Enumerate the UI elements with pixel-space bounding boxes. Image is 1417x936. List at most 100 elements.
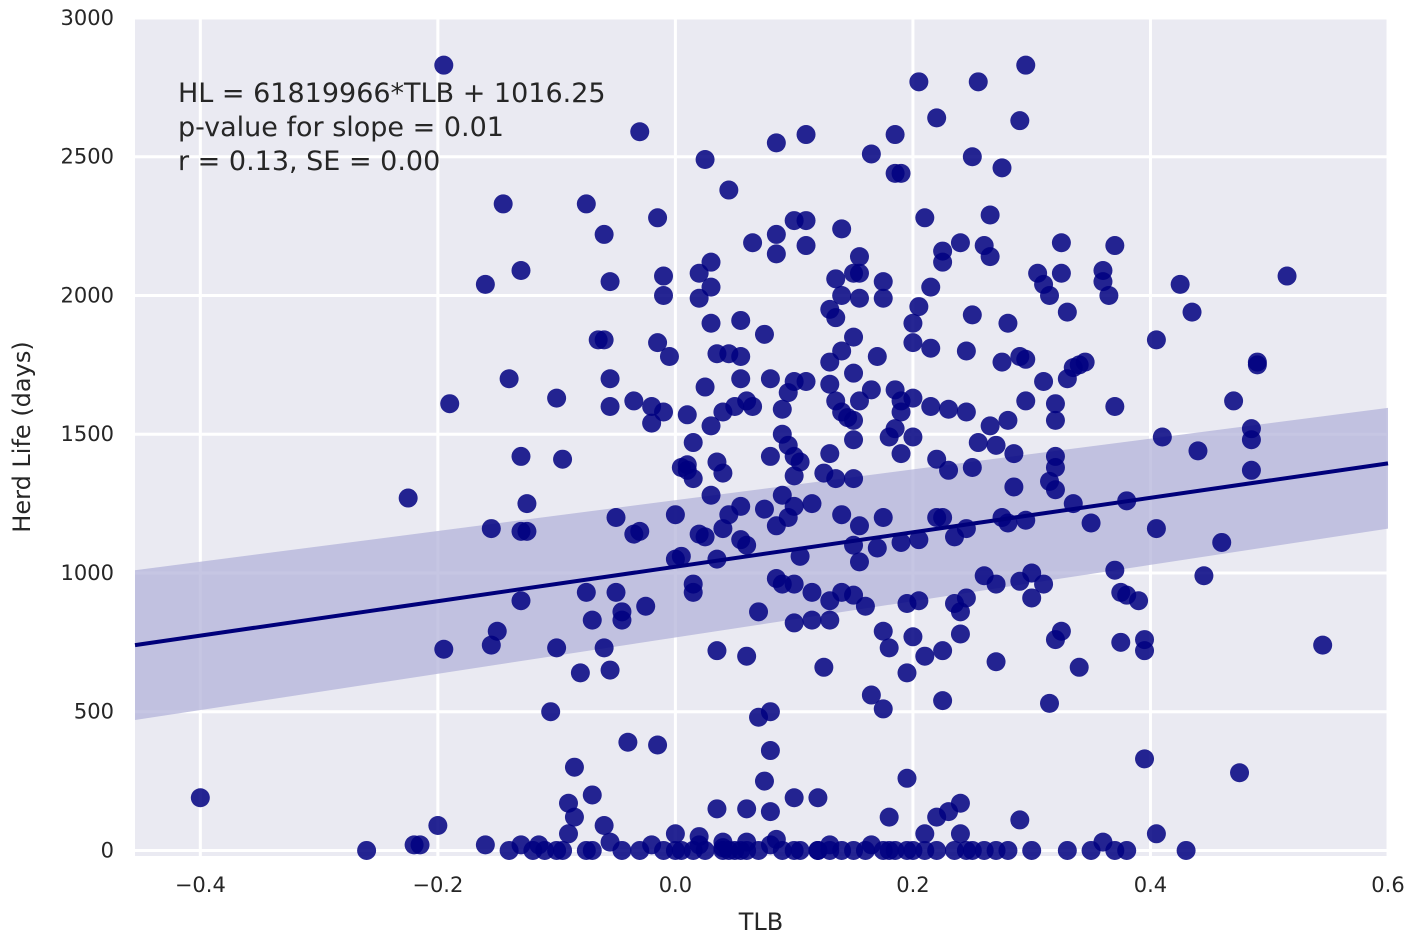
data-point xyxy=(939,399,959,419)
data-point xyxy=(1057,840,1077,860)
data-point xyxy=(796,125,816,145)
data-point xyxy=(654,266,674,286)
data-point xyxy=(1129,591,1149,611)
data-point xyxy=(998,410,1018,430)
data-point xyxy=(873,699,893,719)
data-point xyxy=(749,840,769,860)
data-point xyxy=(731,369,751,389)
data-point xyxy=(873,507,893,527)
data-point xyxy=(1241,430,1261,450)
data-point xyxy=(1057,302,1077,322)
data-point xyxy=(541,702,561,722)
data-point xyxy=(600,369,620,389)
data-point xyxy=(1022,563,1042,583)
data-point xyxy=(654,402,674,422)
data-point xyxy=(820,835,840,855)
data-point xyxy=(849,516,869,536)
data-point xyxy=(933,691,953,711)
data-point xyxy=(1277,266,1297,286)
data-point xyxy=(517,494,537,514)
data-point xyxy=(915,824,935,844)
data-point xyxy=(1016,391,1036,411)
data-point xyxy=(612,840,632,860)
data-point xyxy=(600,272,620,292)
data-point xyxy=(1040,285,1060,305)
data-point xyxy=(849,391,869,411)
data-point xyxy=(1075,352,1095,372)
data-point xyxy=(398,488,418,508)
data-point xyxy=(1224,391,1244,411)
data-point xyxy=(683,469,703,489)
data-point xyxy=(844,327,864,347)
data-point xyxy=(564,807,584,827)
data-point xyxy=(980,416,1000,436)
data-point xyxy=(707,799,727,819)
data-point xyxy=(737,646,757,666)
regression-annotation: HL = 61819966*TLB + 1016.25 p-value for … xyxy=(178,78,606,177)
data-point xyxy=(428,815,448,835)
data-point xyxy=(915,646,935,666)
data-point xyxy=(885,125,905,145)
data-point xyxy=(861,380,881,400)
data-point xyxy=(511,446,531,466)
data-point xyxy=(1045,480,1065,500)
data-point xyxy=(968,433,988,453)
data-point xyxy=(939,460,959,480)
data-point xyxy=(600,396,620,416)
data-point xyxy=(832,341,852,361)
data-point xyxy=(962,147,982,167)
data-point xyxy=(1004,477,1024,497)
data-point xyxy=(1194,566,1214,586)
data-point xyxy=(879,638,899,658)
data-point xyxy=(909,72,929,92)
data-point xyxy=(909,530,929,550)
data-point xyxy=(511,591,531,611)
data-point xyxy=(1016,55,1036,75)
data-point xyxy=(689,263,709,283)
data-point xyxy=(654,285,674,305)
data-point xyxy=(1051,263,1071,283)
data-point xyxy=(772,840,792,860)
data-point xyxy=(665,824,685,844)
data-point xyxy=(956,402,976,422)
data-point xyxy=(933,641,953,661)
data-point xyxy=(600,660,620,680)
data-point xyxy=(826,269,846,289)
data-point xyxy=(1010,810,1030,830)
data-point xyxy=(784,788,804,808)
data-point xyxy=(511,261,531,281)
data-point xyxy=(1010,111,1030,131)
data-points xyxy=(190,55,1333,860)
data-point xyxy=(630,840,650,860)
data-point xyxy=(665,505,685,525)
data-point xyxy=(1230,763,1250,783)
data-point xyxy=(826,308,846,328)
data-point xyxy=(956,341,976,361)
data-point xyxy=(410,835,430,855)
data-point xyxy=(594,638,614,658)
data-point xyxy=(760,702,780,722)
data-point xyxy=(772,485,792,505)
data-point xyxy=(1034,372,1054,392)
data-point xyxy=(1099,285,1119,305)
data-point xyxy=(849,552,869,572)
data-point xyxy=(648,333,668,353)
data-point xyxy=(553,840,573,860)
x-tick-labels: −0.4 −0.2 0.0 0.2 0.4 0.6 xyxy=(175,873,1405,897)
data-point xyxy=(606,507,626,527)
data-point xyxy=(796,211,816,231)
data-point xyxy=(832,505,852,525)
data-point xyxy=(707,641,727,661)
data-point xyxy=(582,610,602,630)
data-point xyxy=(909,297,929,317)
data-point xyxy=(933,507,953,527)
data-point xyxy=(927,108,947,128)
data-point xyxy=(737,799,757,819)
data-point xyxy=(576,194,596,214)
data-point xyxy=(796,236,816,256)
y-tick-label: 2000 xyxy=(61,283,114,307)
data-point xyxy=(1146,330,1166,350)
data-point xyxy=(980,247,1000,267)
data-point xyxy=(1135,630,1155,650)
